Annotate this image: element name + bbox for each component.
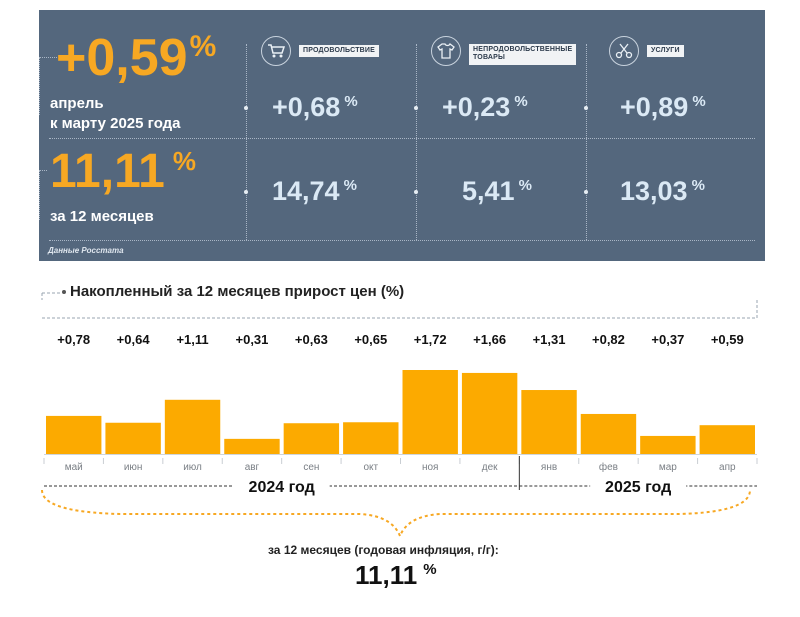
bar-июл	[164, 399, 221, 454]
value-label: +0,59	[711, 332, 744, 347]
bar-авг	[224, 438, 280, 454]
connector-line	[39, 170, 47, 171]
bar-фев	[580, 413, 637, 454]
value-label: +0,31	[236, 332, 269, 347]
dot-marker	[244, 190, 248, 194]
chart-title: Накопленный за 12 месяцев прирост цен (%…	[70, 283, 405, 300]
value-label: +1,11	[176, 332, 208, 347]
dot-marker	[244, 106, 248, 110]
month-label: янв	[541, 462, 557, 473]
connector-line	[39, 57, 40, 115]
year-label: 2024 год	[249, 479, 315, 496]
value-label: +0,64	[117, 332, 151, 347]
year-label-bg	[590, 475, 687, 497]
month-label: апр	[719, 462, 736, 473]
value-label: +0,63	[295, 332, 328, 347]
summary-panel	[39, 10, 765, 261]
connector-line	[39, 57, 57, 58]
services-annual-value: 13,03%	[620, 176, 705, 206]
value-label: +0,78	[57, 332, 90, 347]
year-label-bg	[233, 475, 330, 497]
bar-дек	[461, 372, 518, 454]
monthly-label: апрель к марту 2025 года	[50, 95, 181, 132]
bar-ноя	[402, 370, 458, 454]
category-label-services: УСЛУГИ	[647, 45, 684, 58]
bar-июн	[105, 422, 161, 454]
divider	[49, 138, 755, 139]
nonfood-monthly-value: +0,23%	[442, 92, 528, 122]
clothes-icon	[431, 36, 461, 66]
dot-marker	[414, 106, 418, 110]
month-label: ноя	[422, 462, 439, 473]
month-label: сен	[303, 462, 319, 473]
source-note: Данные Росстата	[48, 246, 124, 255]
dot-marker	[584, 190, 588, 194]
category-label-nonfood: НЕПРОДОВОЛЬСТВЕННЫЕ ТОВАРЫ	[469, 44, 577, 65]
bar-мар	[640, 435, 696, 454]
bar-сен	[283, 423, 340, 454]
month-label: авг	[245, 462, 260, 473]
value-label: +0,65	[354, 332, 387, 347]
month-label: дек	[482, 462, 498, 473]
dot-marker	[414, 190, 418, 194]
month-label: мар	[659, 462, 677, 473]
services-monthly-value: +0,89%	[620, 92, 706, 122]
value-label: +1,31	[533, 332, 566, 347]
month-label: окт	[363, 462, 378, 473]
divider	[586, 44, 587, 240]
divider	[416, 44, 417, 240]
bar-апр	[699, 425, 755, 454]
value-label: +1,72	[414, 332, 447, 347]
month-label: июл	[183, 462, 202, 473]
total-value: 11,11%	[355, 560, 437, 590]
title-marker	[62, 290, 66, 294]
year-label: 2025 год	[605, 479, 671, 496]
cart-icon	[261, 36, 291, 66]
total-label: за 12 месяцев (годовая инфляция, г/г):	[268, 543, 499, 557]
bar-май	[46, 415, 102, 454]
food-annual-value: 14,74%	[272, 176, 357, 206]
annual-inflation-value: 11,11%	[50, 145, 196, 198]
divider	[246, 44, 247, 240]
bar-окт	[343, 422, 399, 454]
category-label-food: ПРОДОВОЛЬСТВИЕ	[299, 45, 380, 58]
scissors-icon	[609, 36, 639, 66]
divider	[49, 240, 755, 241]
value-label: +1,66	[473, 332, 506, 347]
value-label: +0,82	[592, 332, 625, 347]
nonfood-annual-value: 5,41%	[462, 176, 532, 206]
bar-янв	[521, 390, 577, 454]
total-brace	[41, 489, 751, 539]
food-monthly-value: +0,68%	[272, 92, 358, 122]
connector-line	[39, 170, 40, 220]
annual-label: за 12 месяцев	[50, 208, 154, 225]
month-label: июн	[124, 462, 143, 473]
month-label: май	[65, 462, 83, 473]
month-label: фев	[599, 461, 618, 473]
value-label: +0,37	[651, 332, 684, 347]
monthly-inflation-value: +0,59%	[56, 29, 217, 87]
dot-marker	[584, 106, 588, 110]
